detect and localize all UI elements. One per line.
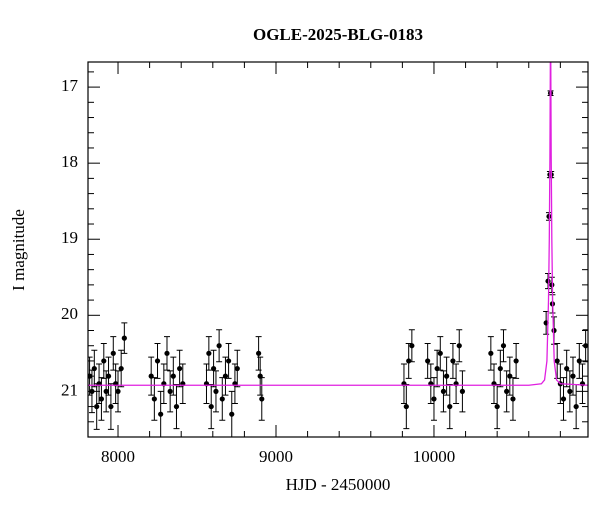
- data-point: [459, 388, 466, 394]
- data-point: [121, 335, 127, 341]
- data-point: [234, 365, 240, 372]
- data-point: [437, 350, 443, 356]
- data-point: [226, 358, 232, 364]
- data-point: [105, 373, 112, 379]
- data-point: [206, 350, 212, 356]
- data-point: [488, 350, 494, 356]
- data-point: [115, 388, 121, 394]
- data-point: [219, 396, 225, 402]
- data-point: [447, 403, 453, 410]
- data-point: [213, 388, 219, 394]
- x-tick-label: 10000: [413, 447, 456, 466]
- data-point: [570, 373, 576, 379]
- data-point: [164, 350, 170, 356]
- data-point: [177, 365, 183, 372]
- chart-title: OGLE-2025-BLG-0183: [253, 25, 423, 44]
- data-point: [167, 388, 173, 394]
- data-point: [98, 396, 105, 402]
- data-point: [101, 358, 107, 364]
- data-point: [497, 365, 503, 372]
- data-point: [513, 358, 519, 364]
- y-tick-label: 19: [61, 228, 78, 247]
- data-point: [229, 411, 235, 417]
- data-point: [567, 388, 573, 394]
- data-point: [564, 365, 570, 372]
- data-point: [456, 343, 462, 349]
- data-point: [91, 365, 97, 372]
- data-point: [560, 396, 567, 402]
- data-point: [256, 350, 262, 356]
- data-point: [94, 403, 100, 410]
- x-axis-label: HJD - 2450000: [286, 475, 391, 494]
- data-point: [573, 403, 579, 410]
- data-point: [210, 365, 217, 372]
- data-point: [173, 403, 180, 410]
- x-tick-label: 9000: [259, 447, 293, 466]
- x-tick-label: 8000: [101, 447, 135, 466]
- data-point: [444, 373, 450, 379]
- y-tick-label: 20: [61, 304, 78, 323]
- data-point: [406, 358, 412, 364]
- data-point: [510, 396, 516, 402]
- data-point: [222, 373, 229, 379]
- y-axis-label: I magnitude: [9, 209, 28, 291]
- data-point: [409, 343, 415, 349]
- data-point: [170, 373, 176, 379]
- data-point: [151, 396, 157, 402]
- data-point: [216, 343, 222, 349]
- data-point: [494, 403, 500, 410]
- model-curve: [88, 62, 588, 386]
- data-point: [158, 411, 164, 417]
- data-point: [431, 396, 437, 402]
- y-tick-label: 18: [61, 152, 78, 171]
- data-point: [154, 358, 161, 364]
- data-point: [500, 343, 507, 349]
- data-point: [440, 388, 447, 394]
- data-point: [103, 388, 109, 394]
- data-point: [259, 396, 265, 402]
- data-point: [403, 403, 409, 410]
- data-point: [554, 358, 560, 364]
- data-point: [450, 358, 456, 364]
- data-point: [108, 403, 114, 410]
- y-tick-label: 21: [61, 380, 78, 399]
- data-point: [208, 403, 214, 410]
- data-point: [110, 350, 116, 356]
- plot-frame: [87, 61, 589, 438]
- data-point: [545, 278, 551, 284]
- data-point: [118, 365, 124, 372]
- data-point: [504, 388, 510, 394]
- plot-area: [88, 62, 588, 437]
- data-point: [425, 358, 431, 364]
- data-point: [576, 358, 582, 364]
- y-tick-label: 17: [61, 76, 79, 95]
